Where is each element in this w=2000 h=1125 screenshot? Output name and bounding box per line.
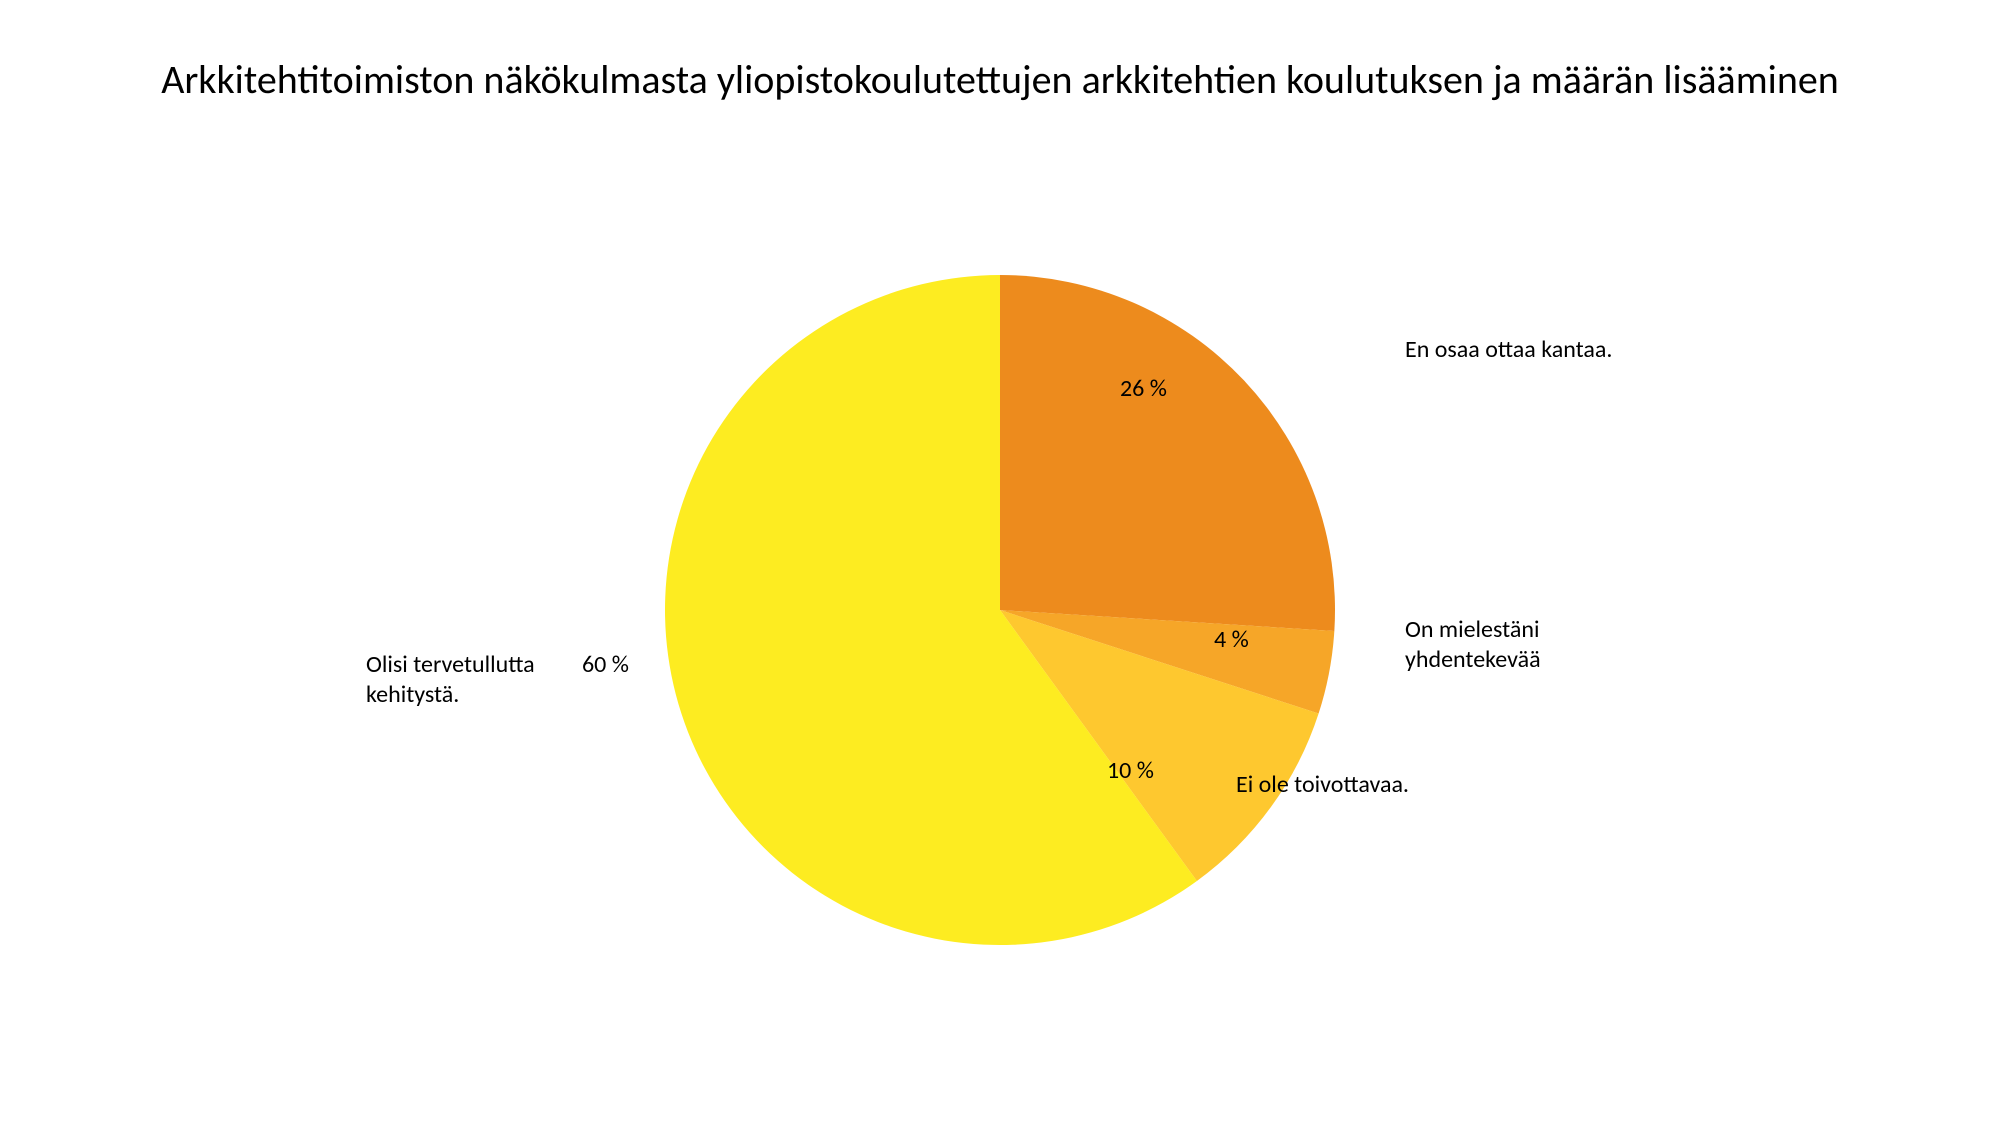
- chart-container: Arkkitehtitoimiston näkökulmasta yliopis…: [0, 0, 2000, 1125]
- slice-percent: 60 %: [582, 650, 629, 679]
- pie-slice: [1000, 275, 1335, 631]
- pie-chart: [0, 0, 2000, 1125]
- slice-label: En osaa ottaa kantaa.: [1405, 335, 1612, 365]
- slice-label: Ei ole toivottavaa.: [1236, 770, 1409, 800]
- slice-percent: 10 %: [1107, 756, 1154, 785]
- slice-percent: 4 %: [1214, 625, 1249, 654]
- slice-label: Olisi tervetullutta kehitystä.: [366, 650, 535, 710]
- slice-percent: 26 %: [1120, 374, 1167, 403]
- slice-label: On mielestäni yhdentekevää: [1405, 615, 1541, 675]
